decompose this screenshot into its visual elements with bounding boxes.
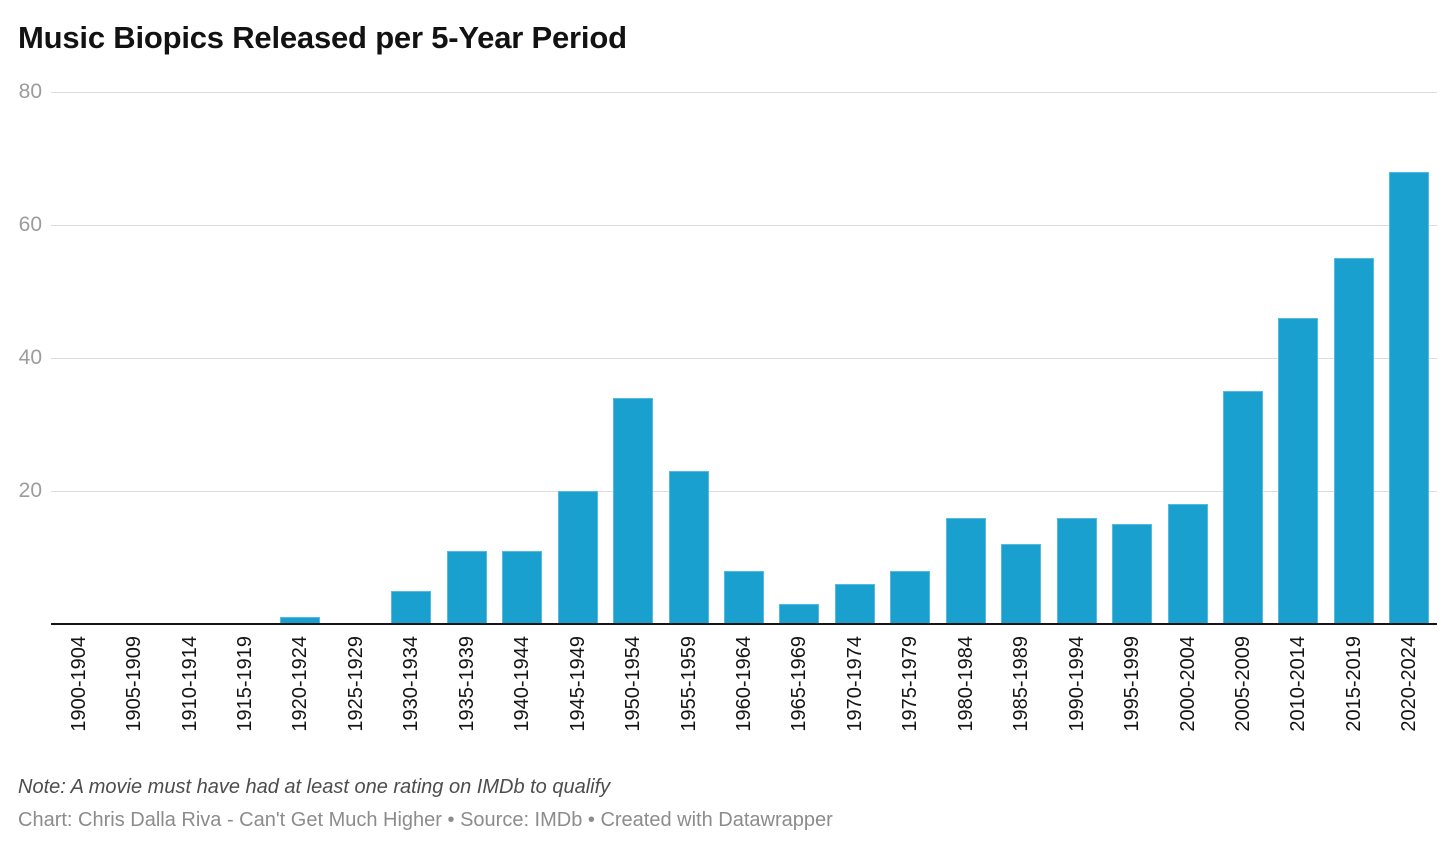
bar[interactable]	[1001, 544, 1041, 624]
gridline	[51, 92, 1437, 93]
bar[interactable]	[1334, 258, 1374, 624]
x-axis-tick-label: 1985-1989	[1010, 636, 1033, 732]
x-axis-tick-label: 1940-1944	[511, 636, 534, 732]
gridline	[51, 225, 1437, 226]
x-axis-tick-label: 1925-1929	[344, 636, 367, 732]
x-axis-tick-label: 1970-1974	[843, 636, 866, 732]
bar[interactable]	[890, 571, 930, 624]
x-axis-tick-label: 1990-1994	[1065, 636, 1088, 732]
bar[interactable]	[1168, 504, 1208, 624]
bar[interactable]	[558, 491, 598, 624]
y-axis-tick-label: 40	[18, 346, 42, 369]
chart-title: Music Biopics Released per 5-Year Period	[18, 20, 627, 55]
bar[interactable]	[1389, 172, 1429, 624]
x-axis-tick-label: 1930-1934	[400, 636, 423, 732]
y-axis-tick-label: 20	[18, 479, 42, 502]
y-axis-tick-label: 80	[18, 80, 42, 103]
chart-note: Note: A movie must have had at least one…	[18, 776, 611, 798]
gridline	[51, 358, 1437, 359]
x-axis-tick-label: 1900-1904	[67, 636, 90, 732]
bar[interactable]	[946, 518, 986, 624]
x-axis-tick-label: 2015-2019	[1342, 636, 1365, 732]
bar[interactable]	[1112, 524, 1152, 624]
x-axis-tick-label: 2020-2024	[1398, 636, 1421, 732]
x-axis-tick-label: 1995-1999	[1121, 636, 1144, 732]
x-axis-tick-label: 2005-2009	[1231, 636, 1254, 732]
x-axis-tick-label: 1955-1959	[677, 636, 700, 732]
bar[interactable]	[1278, 318, 1318, 624]
bar[interactable]	[835, 584, 875, 624]
bar[interactable]	[502, 551, 542, 624]
bar[interactable]	[1057, 518, 1097, 624]
x-axis-tick-label: 1945-1949	[566, 636, 589, 732]
x-axis-tick-label: 1920-1924	[289, 636, 312, 732]
x-axis-tick-label: 1965-1969	[788, 636, 811, 732]
bar[interactable]	[613, 398, 653, 624]
y-axis-tick-label: 60	[18, 213, 42, 236]
x-axis-tick-label: 2010-2014	[1287, 636, 1310, 732]
x-axis-tick-label: 1960-1964	[733, 636, 755, 732]
x-axis-tick-label: 1915-1919	[234, 636, 257, 732]
x-axis-tick-label: 1910-1914	[178, 636, 201, 732]
x-axis-tick-label: 1980-1984	[954, 636, 977, 732]
x-axis-tick-label: 1975-1979	[899, 636, 922, 732]
bar[interactable]	[447, 551, 487, 624]
x-axis-tick-label: 2000-2004	[1176, 636, 1199, 732]
bar[interactable]	[669, 471, 709, 624]
bar[interactable]	[779, 604, 819, 624]
x-axis-tick-label: 1905-1909	[123, 636, 146, 732]
bar[interactable]	[1223, 391, 1263, 624]
bar[interactable]	[391, 591, 431, 624]
chart-attribution: Chart: Chris Dalla Riva - Can't Get Much…	[18, 809, 833, 831]
x-axis-line	[51, 623, 1437, 625]
x-axis-tick-label: 1935-1939	[455, 636, 478, 732]
gridline	[51, 491, 1437, 492]
bar[interactable]	[724, 571, 764, 624]
x-axis-tick-label: 1950-1954	[622, 636, 645, 732]
